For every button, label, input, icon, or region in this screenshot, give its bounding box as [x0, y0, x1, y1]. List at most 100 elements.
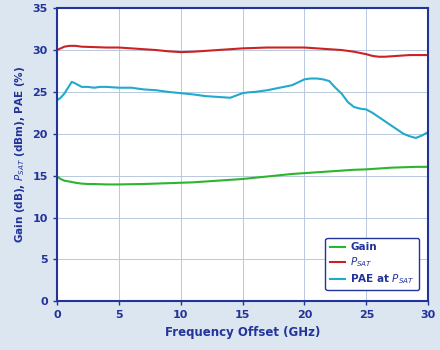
$P_{SAT}$ [376, 55, 381, 59]
PAE at $P_{SAT}$ [401, 132, 406, 136]
$P_{SAT}$ [425, 53, 431, 57]
Gain [215, 178, 220, 183]
PAE at $P_{SAT}$ [277, 86, 282, 90]
$P_{SAT}$ [116, 46, 121, 50]
$P_{SAT}$ [351, 50, 356, 54]
PAE at $P_{SAT}$ [339, 91, 344, 96]
$P_{SAT}$ [104, 46, 109, 50]
$P_{SAT}$ [364, 52, 369, 56]
Gain [351, 168, 356, 172]
PAE at $P_{SAT}$ [62, 91, 67, 96]
Gain [92, 182, 97, 186]
$P_{SAT}$ [413, 53, 418, 57]
$P_{SAT}$ [58, 46, 63, 50]
$P_{SAT}$ [302, 46, 307, 50]
$P_{SAT}$ [314, 46, 319, 50]
PAE at $P_{SAT}$ [326, 79, 332, 83]
$P_{SAT}$ [166, 49, 171, 54]
PAE at $P_{SAT}$ [153, 88, 158, 92]
PAE at $P_{SAT}$ [370, 111, 375, 115]
$P_{SAT}$ [203, 49, 208, 53]
Gain [401, 165, 406, 169]
PAE at $P_{SAT}$ [128, 86, 134, 90]
Gain [141, 182, 146, 186]
Gain [364, 167, 369, 172]
$P_{SAT}$ [54, 48, 59, 52]
PAE at $P_{SAT}$ [252, 90, 257, 94]
Gain [389, 166, 394, 170]
PAE at $P_{SAT}$ [203, 94, 208, 98]
Gain [314, 170, 319, 174]
Gain [302, 171, 307, 175]
$P_{SAT}$ [178, 50, 183, 54]
PAE at $P_{SAT}$ [290, 83, 295, 87]
PAE at $P_{SAT}$ [79, 85, 84, 89]
PAE at $P_{SAT}$ [166, 90, 171, 94]
PAE at $P_{SAT}$ [425, 130, 431, 134]
$P_{SAT}$ [215, 48, 220, 52]
$P_{SAT}$ [290, 46, 295, 50]
Gain [191, 180, 196, 184]
$P_{SAT}$ [320, 47, 326, 51]
Gain [73, 181, 78, 185]
Gain [265, 174, 270, 179]
PAE at $P_{SAT}$ [54, 98, 59, 103]
$P_{SAT}$ [389, 54, 394, 58]
$P_{SAT}$ [240, 46, 245, 50]
PAE at $P_{SAT}$ [58, 96, 63, 100]
$P_{SAT}$ [265, 46, 270, 50]
$P_{SAT}$ [79, 44, 84, 49]
Line: PAE at $P_{SAT}$: PAE at $P_{SAT}$ [57, 78, 428, 138]
PAE at $P_{SAT}$ [351, 105, 356, 109]
$P_{SAT}$ [339, 48, 344, 52]
$P_{SAT}$ [401, 54, 406, 58]
$P_{SAT}$ [153, 48, 158, 52]
Gain [54, 174, 59, 179]
$P_{SAT}$ [92, 45, 97, 49]
PAE at $P_{SAT}$ [215, 95, 220, 99]
PAE at $P_{SAT}$ [364, 107, 369, 112]
PAE at $P_{SAT}$ [265, 88, 270, 92]
Legend: Gain, $P_{SAT}$, PAE at $P_{SAT}$: Gain, $P_{SAT}$, PAE at $P_{SAT}$ [326, 238, 419, 290]
Gain [116, 182, 121, 187]
PAE at $P_{SAT}$ [357, 106, 363, 111]
Gain [128, 182, 134, 186]
Gain [85, 182, 91, 186]
PAE at $P_{SAT}$ [333, 86, 338, 90]
Gain [203, 180, 208, 184]
PAE at $P_{SAT}$ [98, 85, 103, 89]
PAE at $P_{SAT}$ [419, 133, 425, 138]
PAE at $P_{SAT}$ [141, 87, 146, 91]
PAE at $P_{SAT}$ [320, 77, 326, 82]
Gain [425, 165, 431, 169]
$P_{SAT}$ [326, 47, 332, 51]
PAE at $P_{SAT}$ [69, 80, 74, 84]
$P_{SAT}$ [128, 46, 134, 50]
Gain [178, 181, 183, 185]
PAE at $P_{SAT}$ [302, 77, 307, 82]
Gain [413, 165, 418, 169]
PAE at $P_{SAT}$ [73, 82, 78, 86]
Gain [79, 182, 84, 186]
PAE at $P_{SAT}$ [246, 90, 251, 94]
$P_{SAT}$ [141, 47, 146, 51]
PAE at $P_{SAT}$ [376, 115, 381, 119]
$P_{SAT}$ [227, 47, 233, 51]
PAE at $P_{SAT}$ [191, 92, 196, 97]
Gain [67, 180, 72, 184]
PAE at $P_{SAT}$ [116, 86, 121, 90]
Gain [153, 182, 158, 186]
Gain [326, 169, 332, 174]
PAE at $P_{SAT}$ [395, 127, 400, 132]
$P_{SAT}$ [277, 46, 282, 50]
Gain [376, 167, 381, 171]
PAE at $P_{SAT}$ [178, 91, 183, 95]
PAE at $P_{SAT}$ [382, 119, 388, 123]
Y-axis label: Gain (dB), $P_{SAT}$ (dBm), PAE (%): Gain (dB), $P_{SAT}$ (dBm), PAE (%) [13, 66, 27, 243]
Gain [58, 177, 63, 181]
PAE at $P_{SAT}$ [85, 85, 91, 89]
$P_{SAT}$ [252, 46, 257, 50]
$P_{SAT}$ [73, 44, 78, 48]
Gain [227, 178, 233, 182]
PAE at $P_{SAT}$ [92, 86, 97, 90]
